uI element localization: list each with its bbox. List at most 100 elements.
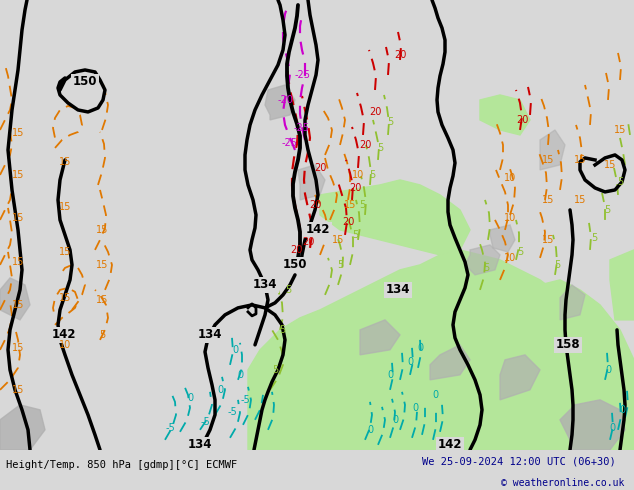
Polygon shape — [265, 85, 295, 120]
Text: 20: 20 — [290, 245, 302, 255]
Text: 142: 142 — [437, 439, 462, 451]
Text: 15: 15 — [12, 385, 24, 395]
Text: 150: 150 — [283, 258, 307, 271]
Text: 15: 15 — [12, 128, 24, 138]
Text: 10: 10 — [504, 213, 516, 223]
Text: 0: 0 — [407, 357, 413, 367]
Text: 20: 20 — [369, 107, 381, 117]
Text: 20: 20 — [394, 50, 406, 60]
Polygon shape — [500, 355, 540, 400]
Polygon shape — [0, 278, 30, 320]
Text: 5: 5 — [369, 170, 375, 180]
Text: 5: 5 — [617, 177, 623, 187]
Text: 10: 10 — [504, 173, 516, 183]
Text: -5: -5 — [200, 417, 210, 427]
Text: 15: 15 — [59, 157, 71, 167]
Text: 15: 15 — [59, 247, 71, 257]
Text: 15: 15 — [12, 343, 24, 353]
Text: -5: -5 — [165, 423, 175, 433]
Text: 15: 15 — [542, 155, 554, 165]
Text: 20: 20 — [349, 183, 361, 193]
Text: 10: 10 — [352, 170, 364, 180]
Text: 0: 0 — [605, 365, 611, 375]
Text: 134: 134 — [188, 439, 212, 451]
Text: 15: 15 — [614, 125, 626, 135]
Text: -20: -20 — [277, 95, 293, 105]
Text: 5: 5 — [279, 325, 285, 335]
Text: 10: 10 — [504, 253, 516, 263]
Text: 5: 5 — [352, 230, 358, 240]
Text: 20: 20 — [516, 115, 528, 125]
Polygon shape — [248, 250, 634, 450]
Text: 0: 0 — [417, 343, 423, 353]
Text: 15: 15 — [12, 213, 24, 223]
Text: 0: 0 — [217, 385, 223, 395]
Polygon shape — [298, 165, 325, 200]
Text: 5: 5 — [554, 260, 560, 270]
Polygon shape — [460, 280, 634, 450]
Text: 15: 15 — [542, 195, 554, 205]
Text: 0: 0 — [412, 403, 418, 413]
Text: 0: 0 — [432, 390, 438, 400]
Text: 5: 5 — [359, 200, 365, 210]
Text: 0: 0 — [237, 370, 243, 380]
Polygon shape — [540, 130, 565, 170]
Text: 15: 15 — [574, 155, 586, 165]
Text: 5: 5 — [99, 330, 105, 340]
Text: 5: 5 — [377, 143, 383, 153]
Polygon shape — [320, 180, 470, 255]
Text: 0: 0 — [609, 423, 615, 433]
Text: 15: 15 — [12, 170, 24, 180]
Text: 15: 15 — [12, 257, 24, 267]
Text: 5: 5 — [387, 117, 393, 127]
Text: 0: 0 — [387, 370, 393, 380]
Text: 134: 134 — [253, 278, 277, 292]
Text: 134: 134 — [385, 283, 410, 296]
Text: 0: 0 — [187, 393, 193, 403]
Polygon shape — [560, 285, 585, 320]
Text: 134: 134 — [198, 328, 223, 342]
Text: 15: 15 — [542, 235, 554, 245]
Text: We 25-09-2024 12:00 UTC (06+30): We 25-09-2024 12:00 UTC (06+30) — [422, 456, 616, 466]
Text: 5: 5 — [272, 365, 278, 375]
Polygon shape — [490, 225, 515, 252]
Polygon shape — [465, 245, 500, 275]
Text: 15: 15 — [332, 235, 344, 245]
Text: 20: 20 — [359, 140, 371, 150]
Text: 150: 150 — [73, 75, 97, 89]
Text: -25: -25 — [295, 70, 311, 80]
Polygon shape — [0, 405, 45, 450]
Text: 15: 15 — [96, 225, 108, 235]
Text: 0: 0 — [392, 415, 398, 425]
Text: -5: -5 — [240, 395, 250, 405]
Text: 142: 142 — [306, 223, 330, 236]
Polygon shape — [430, 345, 470, 380]
Text: 5: 5 — [285, 285, 291, 295]
Text: 5: 5 — [337, 260, 343, 270]
Text: 15: 15 — [574, 195, 586, 205]
Text: 0: 0 — [367, 425, 373, 435]
Text: -5: -5 — [227, 407, 237, 417]
Text: 158: 158 — [555, 339, 580, 351]
Polygon shape — [590, 390, 634, 450]
Polygon shape — [610, 250, 634, 320]
Text: 15: 15 — [12, 300, 24, 310]
Text: 15: 15 — [59, 293, 71, 303]
Text: -25: -25 — [294, 123, 310, 133]
Text: 5: 5 — [517, 247, 523, 257]
Text: 15: 15 — [344, 200, 356, 210]
Text: 15: 15 — [604, 160, 616, 170]
Text: 20: 20 — [309, 200, 321, 210]
Polygon shape — [480, 95, 530, 135]
Text: 142: 142 — [52, 328, 76, 342]
Text: 10: 10 — [59, 340, 71, 350]
Text: 15: 15 — [96, 295, 108, 305]
Text: 5: 5 — [604, 205, 610, 215]
Text: 20: 20 — [314, 163, 326, 173]
Polygon shape — [560, 400, 625, 450]
Text: 5: 5 — [591, 233, 597, 243]
Text: © weatheronline.co.uk: © weatheronline.co.uk — [501, 478, 624, 488]
Text: 20: 20 — [342, 217, 354, 227]
Text: 5: 5 — [483, 263, 489, 273]
Text: 0: 0 — [232, 345, 238, 355]
